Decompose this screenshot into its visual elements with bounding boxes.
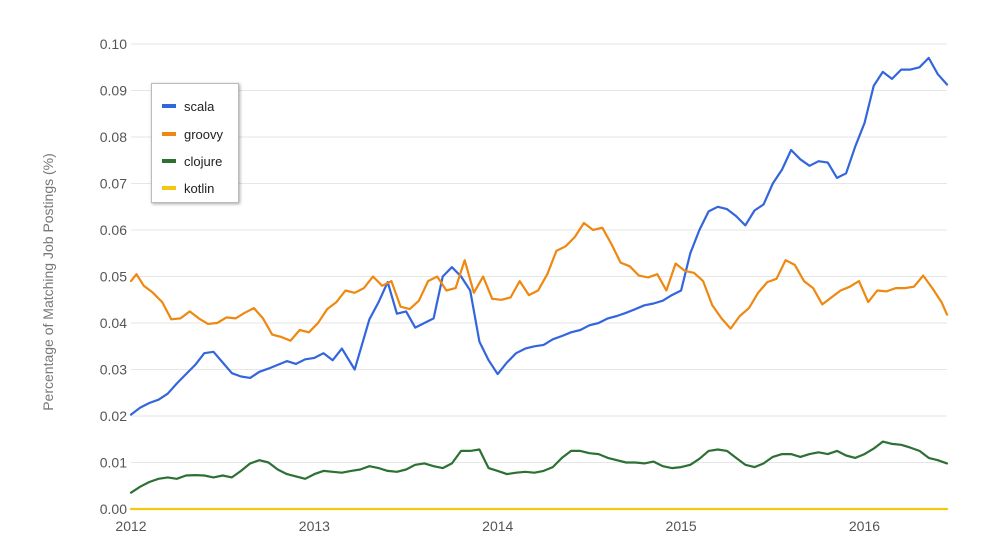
legend-label-scala: scala bbox=[184, 98, 215, 114]
y-tick-label: 0.09 bbox=[100, 83, 127, 99]
series-line-scala bbox=[129, 56, 949, 416]
y-tick-label: 0.00 bbox=[100, 501, 127, 517]
legend-label-groovy: groovy bbox=[184, 126, 224, 142]
legend-swatch-scala bbox=[162, 104, 176, 108]
x-tick-label: 2013 bbox=[299, 518, 330, 534]
x-tick-label: 2016 bbox=[849, 518, 880, 534]
series-line-clojure bbox=[129, 440, 949, 494]
y-tick-label: 0.08 bbox=[100, 129, 127, 145]
legend-item-kotlin[interactable]: kotlin bbox=[162, 178, 214, 198]
legend-label-kotlin: kotlin bbox=[184, 180, 215, 196]
y-axis-label: Percentage of Matching Job Postings (%) bbox=[40, 153, 56, 411]
y-tick-label: 0.04 bbox=[100, 315, 127, 331]
y-tick-label: 0.01 bbox=[100, 455, 127, 471]
legend-label-clojure: clojure bbox=[184, 153, 223, 169]
legend-swatch-groovy bbox=[162, 132, 176, 136]
legend-item-clojure[interactable]: clojure bbox=[162, 151, 222, 171]
x-tick-label: 2015 bbox=[666, 518, 697, 534]
grid-lines bbox=[131, 43, 947, 510]
y-tick-label: 0.03 bbox=[100, 362, 127, 378]
y-tick-label: 0.02 bbox=[100, 408, 127, 424]
y-tick-label: 0.07 bbox=[100, 176, 127, 192]
y-tick-label: 0.06 bbox=[100, 222, 127, 238]
x-tick-label: 2014 bbox=[482, 518, 513, 534]
series-lines bbox=[129, 56, 949, 511]
legend-item-scala[interactable]: scala bbox=[162, 96, 214, 116]
series-line-groovy bbox=[129, 221, 949, 342]
legend-swatch-kotlin bbox=[162, 186, 176, 190]
x-tick-label: 2012 bbox=[115, 518, 146, 534]
legend-item-groovy[interactable]: groovy bbox=[162, 124, 223, 144]
x-axis-ticks: 2012 2013 2014 2015 2016 bbox=[115, 518, 880, 534]
y-axis-ticks: 0.00 0.01 0.02 0.03 0.04 0.05 0.06 0.07 0.08 0.09… bbox=[100, 36, 127, 517]
legend-swatch-clojure bbox=[162, 159, 176, 163]
legend: scala groovy clojure kotlin bbox=[151, 83, 239, 203]
y-tick-label: 0.05 bbox=[100, 269, 127, 285]
y-tick-label: 0.10 bbox=[100, 36, 127, 52]
